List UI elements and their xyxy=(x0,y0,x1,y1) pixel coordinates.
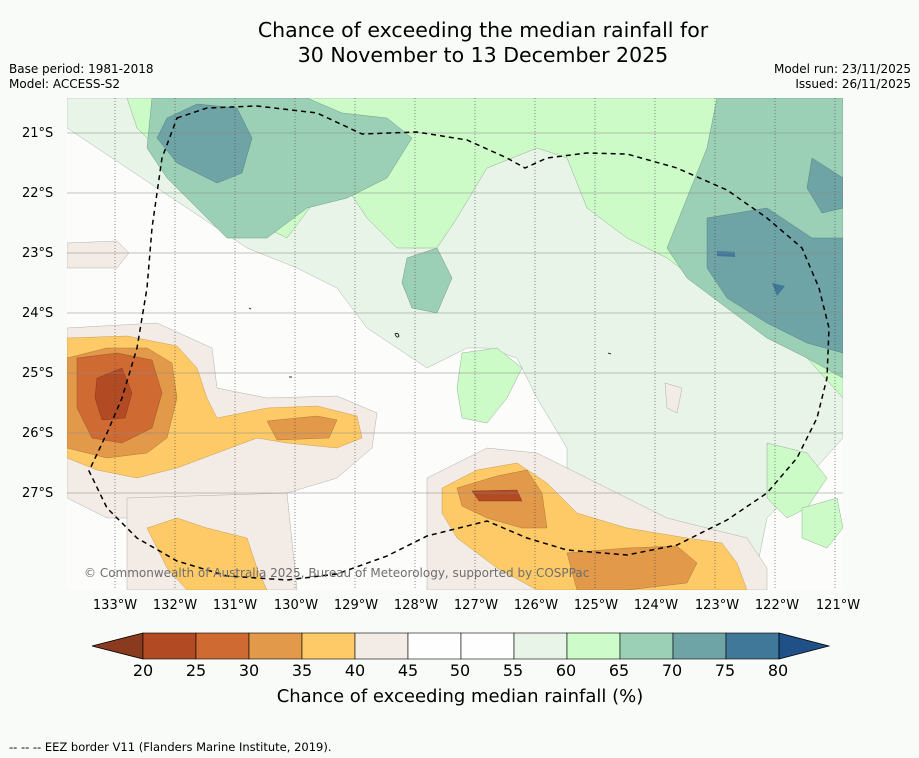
lon-tick: 123°W xyxy=(694,598,740,613)
region-40-45-west xyxy=(67,240,130,269)
colorbar-box xyxy=(195,632,250,660)
meta-left: Base period: 1981-2018 Model: ACCESS-S2 xyxy=(9,62,154,92)
region-60-65-southeast-2 xyxy=(801,497,843,549)
lon-tick: 132°W xyxy=(152,598,198,613)
colorbar-arrow-low xyxy=(91,632,144,660)
colorbar-box xyxy=(407,632,462,660)
colorbar xyxy=(91,632,830,660)
colorbar-label: 35 xyxy=(291,661,313,680)
lat-tick: 24°S xyxy=(22,306,54,321)
colorbar-box xyxy=(513,632,568,660)
lat-tick: 26°S xyxy=(22,426,54,441)
region-75-80-2 xyxy=(772,283,785,296)
issued-date: Issued: 26/11/2025 xyxy=(795,77,911,91)
lon-tick: 128°W xyxy=(393,598,439,613)
colorbar-label: 75 xyxy=(714,661,736,680)
colorbar-box xyxy=(672,632,727,660)
map-copyright: © Commonwealth of Australia 2025, Bureau… xyxy=(84,566,590,580)
colorbar-label: 30 xyxy=(238,661,260,680)
eez-border xyxy=(88,105,830,581)
map-gridlines xyxy=(114,98,836,590)
region-70-75 xyxy=(156,103,253,184)
region-75-80 xyxy=(717,251,735,257)
island-4 xyxy=(248,307,252,310)
colorbar-label: 80 xyxy=(767,661,789,680)
colorbar-label: 50 xyxy=(449,661,471,680)
lat-tick: 22°S xyxy=(22,186,54,201)
colorbar-label: 65 xyxy=(608,661,630,680)
region-20-25 xyxy=(94,367,133,421)
colorbar-box xyxy=(248,632,303,660)
region-20-25-south xyxy=(471,489,523,502)
colorbar-title: Chance of exceeding median rainfall (%) xyxy=(276,686,644,707)
lon-tick: 131°W xyxy=(212,598,258,613)
base-period: Base period: 1981-2018 xyxy=(9,62,154,76)
colorbar-box xyxy=(354,632,409,660)
colorbar-box xyxy=(725,632,780,660)
map-lat-gridlines xyxy=(67,132,843,494)
colorbar-label: 25 xyxy=(185,661,207,680)
region-70-75-northeast xyxy=(806,157,843,214)
lat-tick: 25°S xyxy=(22,366,54,381)
colorbar-label: 55 xyxy=(502,661,524,680)
colorbar-label: 70 xyxy=(661,661,683,680)
title-line-1: Chance of exceeding the median rainfall … xyxy=(257,18,709,42)
colorbar-arrow-high xyxy=(778,632,830,660)
island-2 xyxy=(607,352,612,355)
colorbar-label: 20 xyxy=(132,661,154,680)
lon-tick: 130°W xyxy=(273,598,319,613)
region-30-35-southeast xyxy=(566,545,698,590)
lon-tick: 133°W xyxy=(92,598,138,613)
colorbar-label: 45 xyxy=(397,661,419,680)
lat-tick: 23°S xyxy=(22,246,54,261)
region-30-35-mid xyxy=(266,415,338,441)
colorbar-box xyxy=(142,632,197,660)
lat-tick: 27°S xyxy=(22,486,54,501)
lon-tick: 127°W xyxy=(453,598,499,613)
model-name: Model: ACCESS-S2 xyxy=(9,77,121,91)
title-line-2: 30 November to 13 December 2025 xyxy=(297,43,669,67)
colorbar-box xyxy=(460,632,515,660)
colorbar-label: 60 xyxy=(555,661,577,680)
meta-right: Model run: 23/11/2025 Issued: 26/11/2025 xyxy=(774,62,911,92)
lon-tick: 125°W xyxy=(573,598,619,613)
lon-tick: 126°W xyxy=(513,598,559,613)
colorbar-label: 40 xyxy=(344,661,366,680)
rainfall-map xyxy=(67,98,843,590)
colorbar-box xyxy=(619,632,674,660)
region-60-65-center xyxy=(456,347,523,424)
island-1 xyxy=(394,332,400,338)
region-35-40-southwest xyxy=(146,517,268,590)
region-40-45-small xyxy=(664,382,683,414)
region-70-75-east xyxy=(706,207,843,354)
lat-tick: 21°S xyxy=(22,126,54,141)
lon-tick: 124°W xyxy=(633,598,679,613)
eez-legend-footer: -- -- -- EEZ border V11 (Flanders Marine… xyxy=(9,740,332,754)
map-title: Chance of exceeding the median rainfall … xyxy=(0,18,919,68)
lon-tick: 121°W xyxy=(815,598,861,613)
colorbar-box xyxy=(301,632,356,660)
colorbar-box xyxy=(566,632,621,660)
lon-tick: 122°W xyxy=(754,598,800,613)
model-run: Model run: 23/11/2025 xyxy=(773,62,911,76)
lon-tick: 129°W xyxy=(333,598,379,613)
